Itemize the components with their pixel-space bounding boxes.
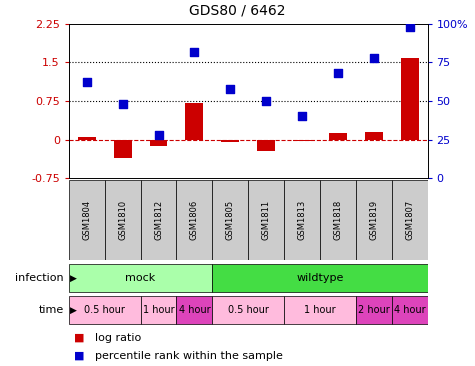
Bar [284, 180, 320, 260]
Bar [400, 58, 418, 140]
Bar [221, 140, 239, 142]
Text: GSM1805: GSM1805 [226, 200, 235, 240]
Text: 1 hour: 1 hour [142, 305, 174, 315]
Bar [284, 296, 356, 324]
Text: percentile rank within the sample: percentile rank within the sample [95, 351, 283, 361]
Text: ■: ■ [74, 333, 84, 343]
Bar [114, 140, 132, 158]
Text: ■: ■ [74, 351, 84, 361]
Point [262, 98, 270, 104]
Bar [69, 264, 212, 292]
Point [83, 79, 91, 85]
Text: GSM1812: GSM1812 [154, 200, 163, 240]
Point [190, 49, 198, 55]
Bar [329, 134, 347, 140]
Bar [392, 296, 428, 324]
Bar [105, 180, 141, 260]
Text: log ratio: log ratio [95, 333, 141, 343]
Bar [212, 296, 284, 324]
Bar [320, 180, 356, 260]
Text: 0.5 hour: 0.5 hour [84, 305, 125, 315]
Bar [185, 102, 203, 140]
Text: GSM1806: GSM1806 [190, 200, 199, 240]
Point [119, 101, 126, 107]
Bar [69, 180, 105, 260]
Bar [150, 140, 168, 146]
Text: 4 hour: 4 hour [179, 305, 210, 315]
Bar [212, 264, 428, 292]
Bar [356, 180, 392, 260]
Point [370, 55, 378, 61]
Text: GSM1810: GSM1810 [118, 200, 127, 240]
Bar [257, 140, 275, 151]
Bar [392, 180, 428, 260]
Point [334, 70, 342, 76]
Bar [69, 296, 141, 324]
Text: infection: infection [16, 273, 64, 283]
Text: 2 hour: 2 hour [358, 305, 390, 315]
Text: GSM1818: GSM1818 [333, 200, 342, 240]
Bar [177, 180, 212, 260]
Bar [212, 180, 248, 260]
Text: GSM1811: GSM1811 [262, 200, 271, 240]
Text: time: time [39, 305, 64, 315]
Bar [177, 296, 212, 324]
Bar [78, 137, 96, 140]
Bar [293, 140, 311, 141]
Text: 4 hour: 4 hour [394, 305, 426, 315]
Bar [356, 296, 392, 324]
Bar [141, 180, 177, 260]
Bar [248, 180, 284, 260]
Point [406, 24, 413, 30]
Text: GSM1813: GSM1813 [297, 200, 306, 240]
Point [155, 132, 162, 138]
Text: GSM1819: GSM1819 [369, 200, 378, 240]
Text: GSM1807: GSM1807 [405, 200, 414, 240]
Text: 1 hour: 1 hour [304, 305, 336, 315]
Bar [365, 132, 383, 140]
Text: GDS80 / 6462: GDS80 / 6462 [189, 4, 286, 18]
Text: ▶: ▶ [70, 273, 76, 283]
Text: ▶: ▶ [70, 306, 76, 314]
Point [227, 86, 234, 92]
Text: wildtype: wildtype [296, 273, 343, 283]
Text: 0.5 hour: 0.5 hour [228, 305, 269, 315]
Point [298, 113, 306, 119]
Bar [141, 296, 177, 324]
Text: GSM1804: GSM1804 [82, 200, 91, 240]
Text: mock: mock [125, 273, 156, 283]
